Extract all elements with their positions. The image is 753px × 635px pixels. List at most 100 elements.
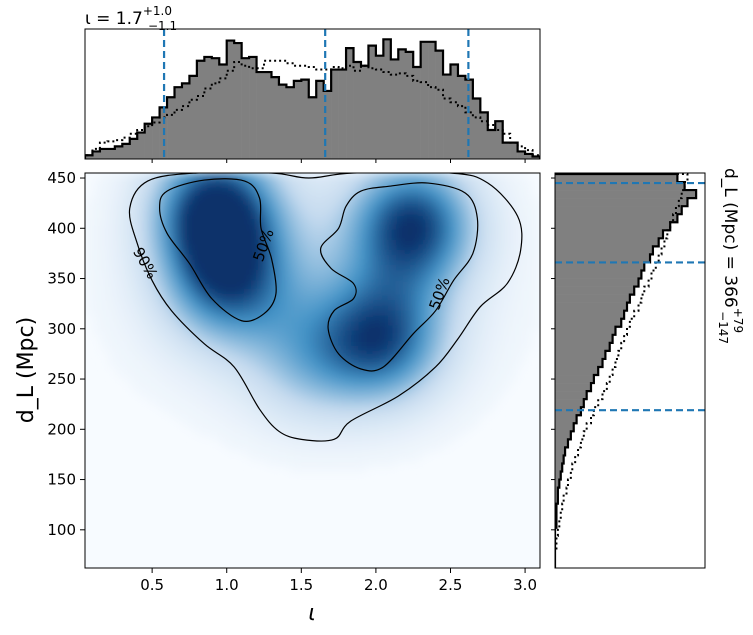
heatmap-cell [274,451,283,458]
heatmap-cell [259,329,268,336]
heatmap-cell [479,269,488,276]
heatmap-cell [183,178,192,184]
right-quantile-lines [555,181,705,412]
heatmap-cell [229,218,238,225]
heatmap-cell [358,314,367,321]
heatmap-cell [153,324,162,331]
heatmap-cell [115,340,124,346]
heatmap-cell [464,380,473,387]
heatmap-cell [441,421,450,428]
heatmap-cell [259,370,268,377]
heatmap-cell [464,198,473,205]
heatmap-cell [380,269,390,276]
heatmap-cell [244,319,253,326]
heatmap-cell [524,203,534,210]
heatmap-cell [471,233,481,240]
heatmap-cell [312,324,321,331]
heatmap-cell [320,426,329,433]
heatmap-cell [449,173,458,179]
heatmap-cell [380,309,390,316]
heatmap-cell [373,319,382,326]
heatmap-cell [130,335,139,341]
heatmap-cell [198,411,208,417]
heatmap-cell [251,274,261,281]
heatmap-cell [206,208,215,215]
heatmap-cell [411,299,420,306]
heatmap-cell [191,233,200,240]
heatmap-cell [312,228,321,235]
heatmap-cell [267,395,276,402]
heatmap-cell [335,345,344,352]
heatmap-cell [403,284,412,291]
heatmap-cell [486,319,496,326]
heatmap-cell [267,173,276,179]
heatmap-cell [206,203,215,210]
heatmap-cell [320,294,329,301]
heatmap-cell [115,299,124,306]
heatmap-cell [198,238,208,245]
heatmap-cell [502,243,511,250]
top-marginal-ticks [151,159,526,163]
heatmap-cell [411,294,420,301]
heatmap-cell [160,178,170,184]
heatmap-cell [426,183,435,189]
heatmap-cell [342,441,352,448]
heatmap-cell [380,319,390,326]
heatmap-cell [153,390,162,397]
heatmap-cell [304,426,314,433]
heatmap-cell [486,218,496,225]
heatmap-cell [183,218,192,225]
heatmap-cell [244,314,253,321]
heatmap-cell [433,421,443,428]
heatmap-cell [373,309,382,316]
heatmap-cell [365,350,374,357]
heatmap-cell [221,228,230,235]
heatmap-cell [342,335,352,341]
heatmap-cell [411,355,420,362]
heatmap-cell [342,259,352,265]
heatmap-cell [342,279,352,286]
heatmap-cell [274,446,283,453]
heatmap-cell [251,365,261,372]
heatmap-cell [297,183,306,189]
heatmap-cell [160,248,170,255]
heatmap-cell [517,345,526,352]
heatmap-cell [479,390,488,397]
right-marginal-frame [554,172,706,569]
heatmap-cell [441,238,450,245]
heatmap-cell [320,233,329,240]
heatmap-cell [145,375,155,382]
heatmap-cell [486,395,496,402]
heatmap-cell [502,188,511,195]
heatmap-cell [327,380,337,387]
heatmap-cell [433,416,443,422]
heatmap-cell [236,259,246,265]
heatmap-cell [191,274,200,281]
heatmap-cell [411,198,420,205]
heatmap-cell [342,350,352,357]
heatmap-cell [206,218,215,225]
heatmap-cell [176,279,185,286]
heatmap-cell [524,314,534,321]
heatmap-cell [365,360,374,367]
heatmap-cell [138,274,147,281]
heatmap-cell [100,274,109,281]
heatmap-cell [494,314,503,321]
heatmap-cell [335,426,344,433]
heatmap-cell [471,188,481,195]
heatmap-cell [107,314,117,321]
heatmap-cell [320,188,329,195]
heatmap-cell [274,345,283,352]
heatmap-cell [464,228,473,235]
heatmap-cell [380,360,390,367]
heatmap-cell [115,329,124,336]
heatmap-cell [176,259,185,265]
heatmap-cell [502,380,511,387]
heatmap-cell [380,456,390,463]
heatmap-cell [350,360,359,367]
heatmap-cell [479,299,488,306]
heatmap-cell [456,309,465,316]
heatmap-cell [380,223,390,230]
heatmap-cell [403,223,412,230]
heatmap-cell [494,329,503,336]
